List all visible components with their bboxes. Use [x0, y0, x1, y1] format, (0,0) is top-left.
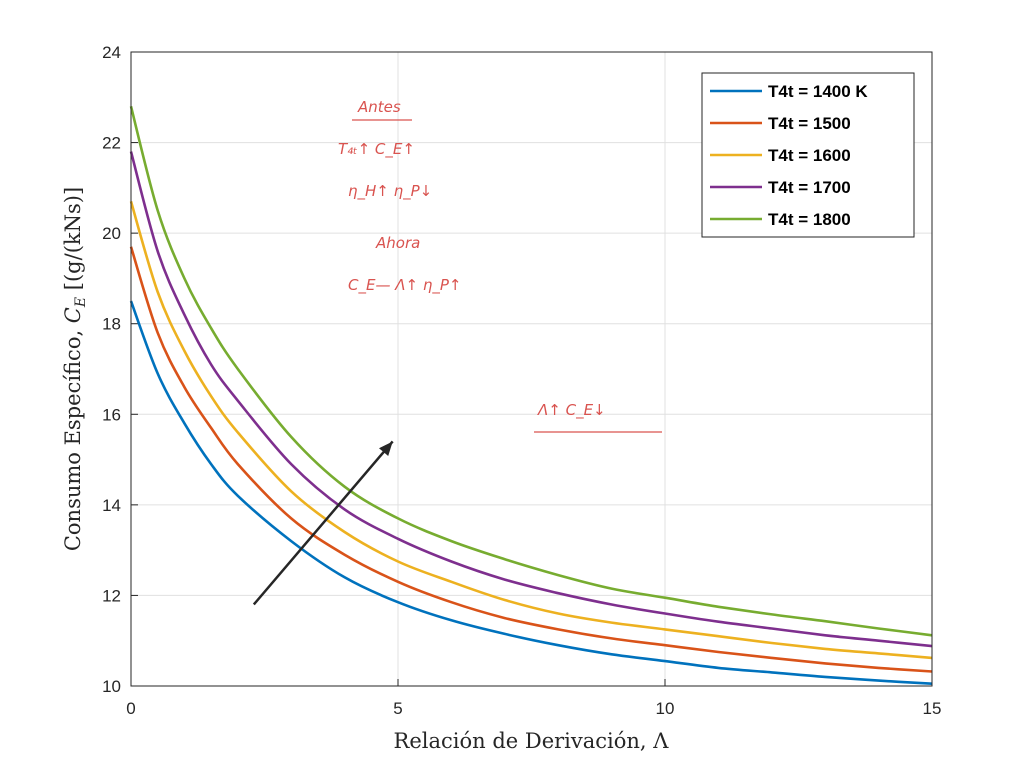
note-antes: Antes [357, 98, 401, 116]
series-line-0 [129, 300, 933, 685]
y-tick-label: 16 [102, 405, 121, 424]
trend-arrow [252, 440, 394, 606]
x-tick-label: 15 [923, 699, 942, 718]
legend-label: T4t = 1600 [768, 146, 851, 165]
y-tick-label: 10 [102, 677, 121, 696]
legend: T4t = 1400 K T4t = 1500 T4t = 1600 T4t = 17… [701, 72, 915, 238]
x-tick-label: 0 [126, 699, 135, 718]
note-right: Λ↑ C_E↓ [537, 401, 606, 420]
series-line-2 [129, 201, 933, 660]
y-axis-label: Consumo Específico, CE [(g/(kNs)] [61, 187, 89, 551]
y-tick-labels: 10 12 14 16 18 20 22 24 [102, 43, 121, 696]
series-lines [129, 105, 933, 685]
legend-label: T4t = 1500 [768, 114, 851, 133]
y-tick-label: 18 [102, 315, 121, 334]
y-axis-label-sub: E [73, 297, 89, 308]
y-tick-label: 14 [102, 496, 121, 515]
legend-label: T4t = 1700 [768, 178, 851, 197]
x-axis-label: Relación de Derivación, Λ [394, 729, 670, 753]
y-tick-label: 22 [102, 134, 121, 153]
y-tick-label: 20 [102, 224, 121, 243]
y-axis-label-symbol: C [61, 307, 85, 323]
note-line1: T₄ₜ↑ C_E↑ [338, 140, 415, 159]
x-tick-label: 10 [656, 699, 675, 718]
legend-label: T4t = 1800 [768, 210, 851, 229]
note-line3: C_E— Λ↑ η_P↑ [348, 276, 461, 295]
note-line2: η_H↑ η_P↓ [348, 182, 432, 201]
y-tick-label: 12 [102, 586, 121, 605]
legend-label: T4t = 1400 K [768, 82, 868, 101]
x-tick-label: 5 [393, 699, 402, 718]
series-line-1 [129, 246, 933, 673]
y-tick-label: 24 [102, 43, 121, 62]
arrow-shaft [252, 440, 394, 606]
axes-box [130, 51, 933, 687]
x-tick-labels: 0 5 10 15 [126, 699, 941, 718]
series-line-3 [129, 151, 933, 648]
series-line-4 [129, 105, 933, 637]
arrow-head [379, 441, 393, 456]
y-axis-label-units: [(g/(kNs)] [61, 187, 85, 297]
y-axis-label-prefix: Consumo Específico, [61, 323, 85, 551]
note-ahora: Ahora [375, 234, 420, 252]
handwritten-notes: Antes T₄ₜ↑ C_E↑ η_H↑ η_P↓ Ahora C_E— Λ↑ … [338, 98, 662, 433]
